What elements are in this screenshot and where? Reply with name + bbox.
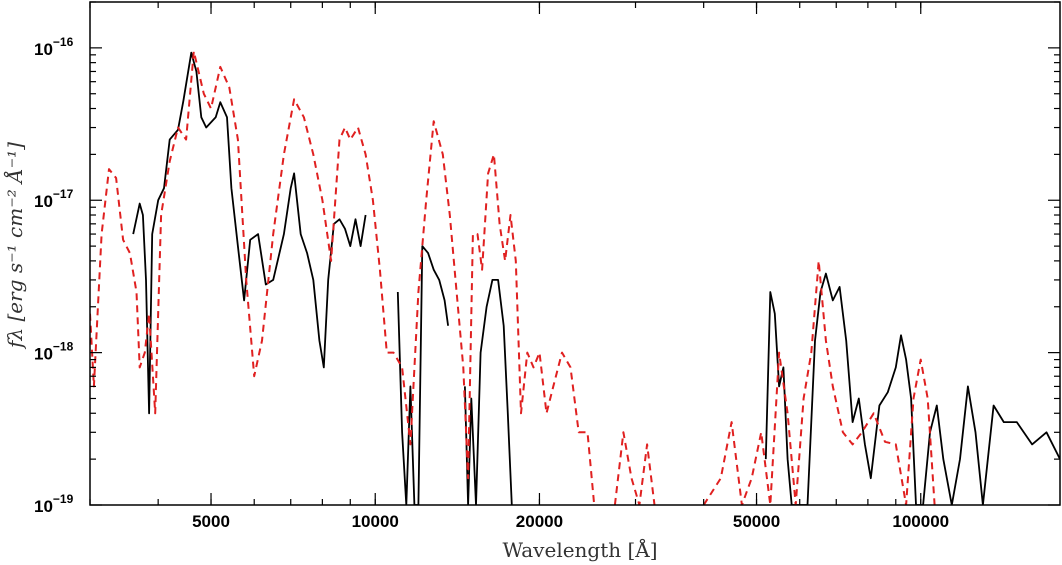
y-axis-label: fλ [erg s⁻¹ cm⁻² Å⁻¹] <box>2 142 27 350</box>
x-tick-label: 100000 <box>892 512 949 531</box>
x-tick-label: 20000 <box>516 512 563 531</box>
series-layer <box>90 50 1060 505</box>
y-tick-label: 10−19 <box>34 492 74 516</box>
x-tick-label: 10000 <box>352 512 399 531</box>
y-tick-label: 10−17 <box>34 187 74 211</box>
y-tick-label: 10−18 <box>34 340 74 364</box>
x-tick-label: 50000 <box>733 512 780 531</box>
series-0-segment-1 <box>396 245 449 505</box>
plot-frame <box>89 1 1061 506</box>
series-1-segment-0 <box>90 50 596 505</box>
series-0-segment-3 <box>764 272 1060 505</box>
series-1-segment-1 <box>613 431 656 505</box>
series-1-segment-2 <box>702 259 936 505</box>
x-axis-label: Wavelength [Å] <box>502 537 657 562</box>
series-0-segment-2 <box>464 279 513 505</box>
ticks-layer: 5000 10000 20000 50000 100000 10−19 10−18 10−17… <box>34 1 1060 531</box>
x-tick-label: 5000 <box>192 512 230 531</box>
y-tick-label: 10−16 <box>34 35 74 59</box>
series-0-segment-0 <box>132 51 367 415</box>
